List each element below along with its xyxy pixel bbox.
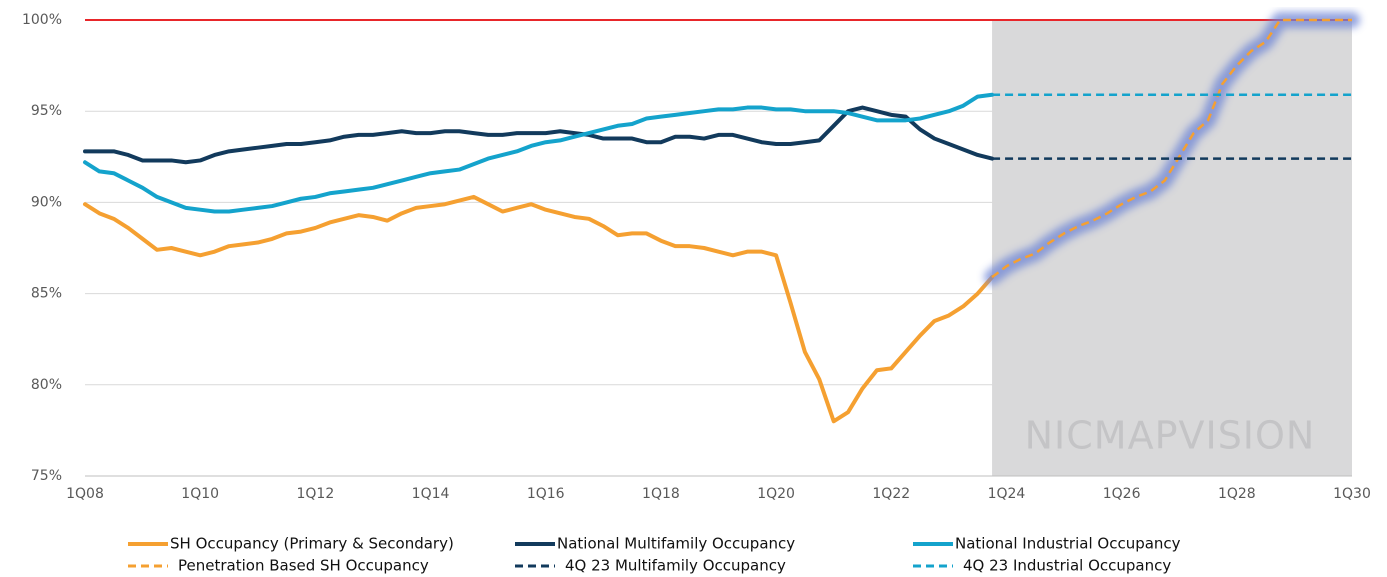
x-tick-label: 1Q28	[1218, 486, 1256, 502]
watermark: NICMAPVISION	[1025, 414, 1316, 458]
y-tick-label: 100%	[22, 12, 62, 28]
x-tick-label: 1Q14	[412, 486, 450, 502]
series-line	[83, 105, 995, 165]
x-tick-label: 1Q30	[1333, 486, 1371, 502]
y-tick-label: 80%	[31, 377, 62, 393]
x-tick-label: 1Q24	[988, 486, 1026, 502]
legend-label: 4Q 23 Multifamily Occupancy	[565, 557, 786, 575]
x-tick-label: 1Q18	[642, 486, 680, 502]
x-tick-label: 1Q22	[872, 486, 910, 502]
y-tick-label: 85%	[31, 286, 62, 302]
y-tick-label: 75%	[31, 468, 62, 484]
legend-label: Penetration Based SH Occupancy	[178, 557, 429, 575]
x-tick-label: 1Q26	[1103, 486, 1141, 502]
x-tick-label: 1Q20	[757, 486, 795, 502]
series-line	[83, 194, 995, 424]
legend-label: National Multifamily Occupancy	[557, 535, 795, 553]
y-tick-label: 95%	[31, 103, 62, 119]
x-tick-label: 1Q16	[527, 486, 565, 502]
legend-label: National Industrial Occupancy	[955, 535, 1181, 553]
x-tick-label: 1Q08	[66, 486, 104, 502]
x-tick-label: 1Q10	[181, 486, 219, 502]
series-line	[83, 92, 995, 214]
legend-label: SH Occupancy (Primary & Secondary)	[170, 535, 454, 553]
y-tick-label: 90%	[31, 194, 62, 210]
series-line	[991, 18, 1352, 279]
x-tick-label: 1Q12	[296, 486, 334, 502]
legend-label: 4Q 23 Industrial Occupancy	[963, 557, 1171, 575]
